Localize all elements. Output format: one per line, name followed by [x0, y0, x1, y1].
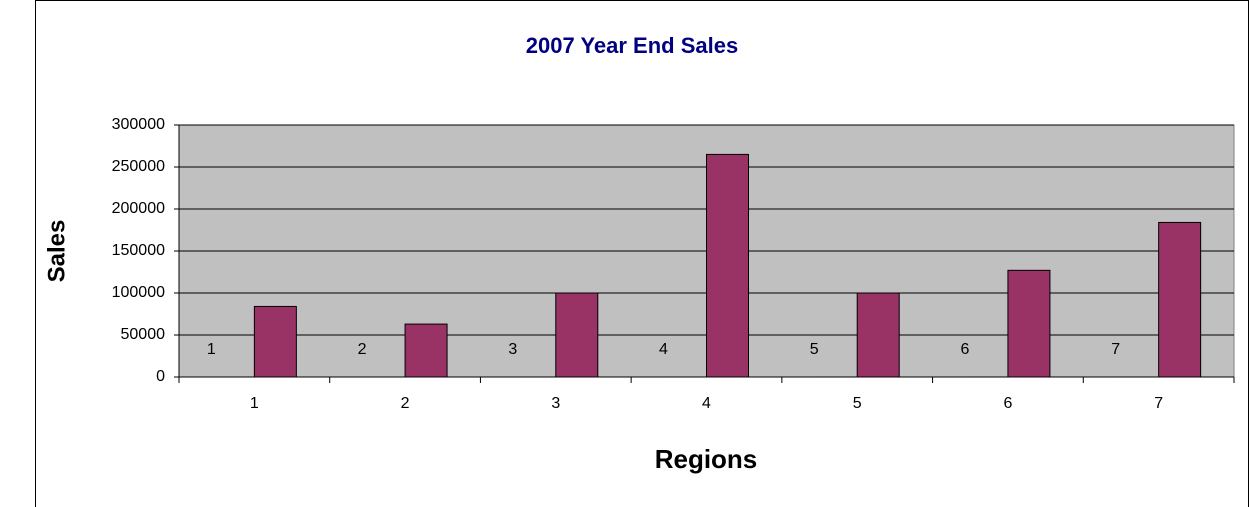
data-label: 3	[508, 341, 517, 358]
y-tick-label: 300000	[112, 116, 165, 133]
y-axis-label: Sales	[43, 220, 70, 283]
x-tick-label: 4	[702, 395, 711, 412]
x-tick-label: 5	[853, 395, 862, 412]
x-tick-label: 3	[551, 395, 560, 412]
y-tick-label: 100000	[112, 284, 165, 301]
y-tick-label: 250000	[112, 158, 165, 175]
chart-title: 2007 Year End Sales	[526, 33, 738, 58]
bar	[1007, 269, 1051, 378]
data-label: 4	[659, 341, 668, 358]
data-label: 2	[358, 341, 367, 358]
y-tick-label: 200000	[112, 200, 165, 217]
y-tick-label: 50000	[121, 326, 166, 343]
bar	[706, 153, 749, 378]
x-tick-label: 7	[1154, 395, 1163, 412]
data-label: 7	[1111, 341, 1120, 358]
bar	[404, 323, 448, 378]
data-label: 6	[960, 341, 969, 358]
y-tick-label: 150000	[112, 242, 165, 259]
x-tick-label: 1	[250, 395, 259, 412]
bar	[1158, 221, 1202, 378]
data-label: 1	[207, 341, 216, 358]
x-axis-label: Regions	[655, 444, 758, 474]
data-label: 5	[810, 341, 819, 358]
bar	[856, 292, 900, 378]
bar	[555, 292, 599, 378]
y-tick-label: 0	[156, 368, 165, 385]
x-tick-label: 6	[1003, 395, 1012, 412]
bar	[253, 305, 297, 378]
x-tick-label: 2	[401, 395, 410, 412]
